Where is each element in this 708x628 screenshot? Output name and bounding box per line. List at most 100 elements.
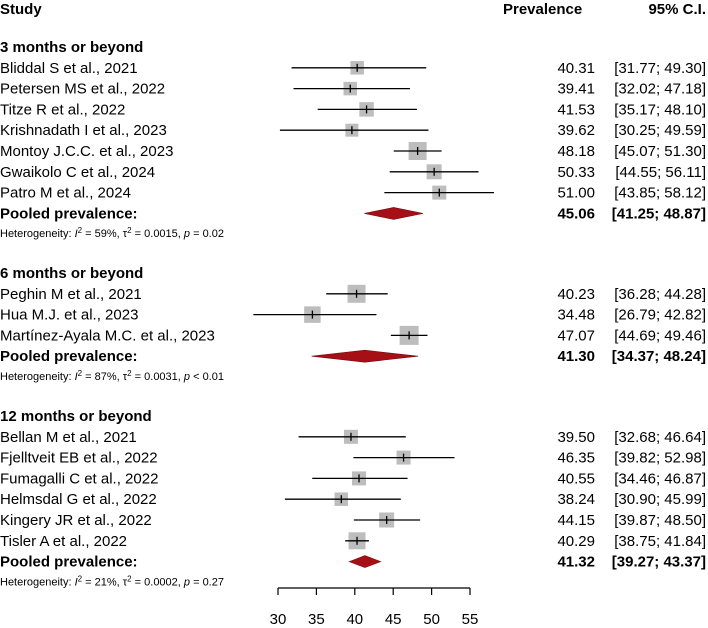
study-ci: [44.69; 49.46] xyxy=(614,327,706,344)
study-label: Montoy J.C.C. et al., 2023 xyxy=(0,143,173,160)
het-prefix: Heterogeneity: xyxy=(0,576,75,588)
x-axis-tick-label: 40 xyxy=(346,611,363,628)
het-p-value: = 0.27 xyxy=(190,576,224,588)
heterogeneity-text: Heterogeneity: I2 = 21%, τ2 = 0.0002, p … xyxy=(0,574,224,589)
pooled-diamond xyxy=(348,555,382,568)
study-ci: [44.55; 56.11] xyxy=(615,164,706,181)
study-ci: [39.82; 52.98] xyxy=(614,450,706,467)
heterogeneity-text: Heterogeneity: I2 = 87%, τ2 = 0.0031, p … xyxy=(0,369,224,384)
het-i2-sup: 2 xyxy=(78,574,83,583)
het-tau-sup: 2 xyxy=(127,226,132,235)
het-tau-value: = 0.0015, xyxy=(132,228,184,240)
study-label: Peghin M et al., 2021 xyxy=(0,286,142,303)
pooled-ci: [34.37; 48.24] xyxy=(612,348,706,365)
pooled-label: Pooled prevalence: xyxy=(0,348,138,365)
x-axis-tick-label: 35 xyxy=(308,611,325,628)
forest-rows: 3 months or beyond Bliddal S et al., 2021… xyxy=(0,39,706,588)
study-estimate: 40.31 xyxy=(557,60,595,77)
het-tau-value: = 0.0002, xyxy=(132,576,184,588)
study-label: Petersen MS et al., 2022 xyxy=(0,81,165,98)
study-label: Kingery JR et al., 2022 xyxy=(0,512,152,529)
het-i2-symbol: I xyxy=(75,228,78,240)
pooled-ci: [41.25; 48.87] xyxy=(612,205,706,222)
study-ci: [32.02; 47.18] xyxy=(614,81,706,98)
study-estimate: 50.33 xyxy=(557,164,595,181)
het-i2-sup: 2 xyxy=(78,226,83,235)
pooled-ci: [39.27; 43.37] xyxy=(612,554,706,571)
study-label: Patro M et al., 2024 xyxy=(0,185,131,202)
study-ci: [45.07; 51.30] xyxy=(614,143,706,160)
study-label: Martínez-Ayala M.C. et al., 2023 xyxy=(0,327,215,344)
het-i2-symbol: I xyxy=(75,576,78,588)
study-estimate: 44.15 xyxy=(557,512,595,529)
pooled-estimate: 41.32 xyxy=(557,554,595,571)
study-label: Bellan M et al., 2021 xyxy=(0,429,137,446)
group-title: 6 months or beyond xyxy=(0,265,143,282)
het-tau-symbol: τ xyxy=(123,228,128,240)
study-ci: [26.79; 42.82] xyxy=(614,307,706,324)
study-label: Fumagalli C et al., 2022 xyxy=(0,470,158,487)
header-ci: 95% C.I. xyxy=(648,1,706,18)
study-ci: [39.87; 48.50] xyxy=(614,512,706,529)
study-estimate: 48.18 xyxy=(557,143,595,160)
study-estimate: 41.53 xyxy=(557,101,595,118)
het-i2-value: = 21%, xyxy=(82,576,123,588)
study-estimate: 40.55 xyxy=(557,470,595,487)
study-label: Gwaikolo C et al., 2024 xyxy=(0,164,155,181)
pooled-diamond xyxy=(311,349,419,363)
study-estimate: 39.62 xyxy=(557,122,595,139)
study-ci: [32.68; 46.64] xyxy=(614,429,706,446)
study-ci: [30.90; 45.99] xyxy=(614,491,706,508)
study-estimate: 34.48 xyxy=(557,307,595,324)
study-label: Fjelltveit EB et al., 2022 xyxy=(0,450,158,467)
study-label: Helmsdal G et al., 2022 xyxy=(0,491,157,508)
study-ci: [43.85; 58.12] xyxy=(614,185,706,202)
het-tau-symbol: τ xyxy=(123,576,128,588)
het-p-value: < 0.01 xyxy=(190,371,224,383)
pooled-estimate: 45.06 xyxy=(557,205,595,222)
pooled-label: Pooled prevalence: xyxy=(0,554,138,571)
het-prefix: Heterogeneity: xyxy=(0,228,75,240)
het-i2-sup: 2 xyxy=(78,369,83,378)
study-ci: [36.28; 44.28] xyxy=(614,286,706,303)
study-estimate: 39.41 xyxy=(557,81,595,98)
heterogeneity-text: Heterogeneity: I2 = 59%, τ2 = 0.0015, p … xyxy=(0,226,224,241)
study-estimate: 47.07 xyxy=(557,327,595,344)
x-axis-tick-label: 50 xyxy=(423,611,440,628)
study-estimate: 40.29 xyxy=(557,533,595,550)
study-ci: [35.17; 48.10] xyxy=(614,101,706,118)
het-i2-value: = 87%, xyxy=(82,371,123,383)
pooled-diamond xyxy=(364,207,423,220)
study-ci: [34.46; 46.87] xyxy=(614,470,706,487)
study-label: Hua M.J. et al., 2023 xyxy=(0,307,138,324)
x-axis-tick-label: 30 xyxy=(270,611,287,628)
header-prevalence: Prevalence xyxy=(503,1,582,18)
x-axis: 30 35 40 45 50 55 xyxy=(270,587,479,628)
study-label: Titze R et al., 2022 xyxy=(0,101,125,118)
group-title: 12 months or beyond xyxy=(0,408,152,425)
study-estimate: 40.23 xyxy=(557,286,595,303)
het-p-symbol: p xyxy=(183,228,190,240)
het-p-symbol: p xyxy=(183,371,190,383)
study-label: Tisler A et al., 2022 xyxy=(0,533,127,550)
study-ci: [31.77; 49.30] xyxy=(614,60,706,77)
het-tau-symbol: τ xyxy=(123,371,128,383)
het-p-value: = 0.02 xyxy=(190,228,224,240)
study-estimate: 46.35 xyxy=(557,450,595,467)
x-axis-tick-label: 55 xyxy=(462,611,479,628)
het-i2-value: = 59%, xyxy=(82,228,123,240)
study-estimate: 38.24 xyxy=(557,491,595,508)
het-tau-sup: 2 xyxy=(127,369,132,378)
study-label: Bliddal S et al., 2021 xyxy=(0,60,138,77)
het-i2-symbol: I xyxy=(75,371,78,383)
het-p-symbol: p xyxy=(183,576,190,588)
header-study: Study xyxy=(0,1,42,18)
study-ci: [30.25; 49.59] xyxy=(614,122,706,139)
het-tau-sup: 2 xyxy=(127,574,132,583)
het-tau-value: = 0.0031, xyxy=(132,371,184,383)
study-estimate: 39.50 xyxy=(557,429,595,446)
pooled-label: Pooled prevalence: xyxy=(0,205,138,222)
pooled-estimate: 41.30 xyxy=(557,348,595,365)
group-title: 3 months or beyond xyxy=(0,39,143,56)
